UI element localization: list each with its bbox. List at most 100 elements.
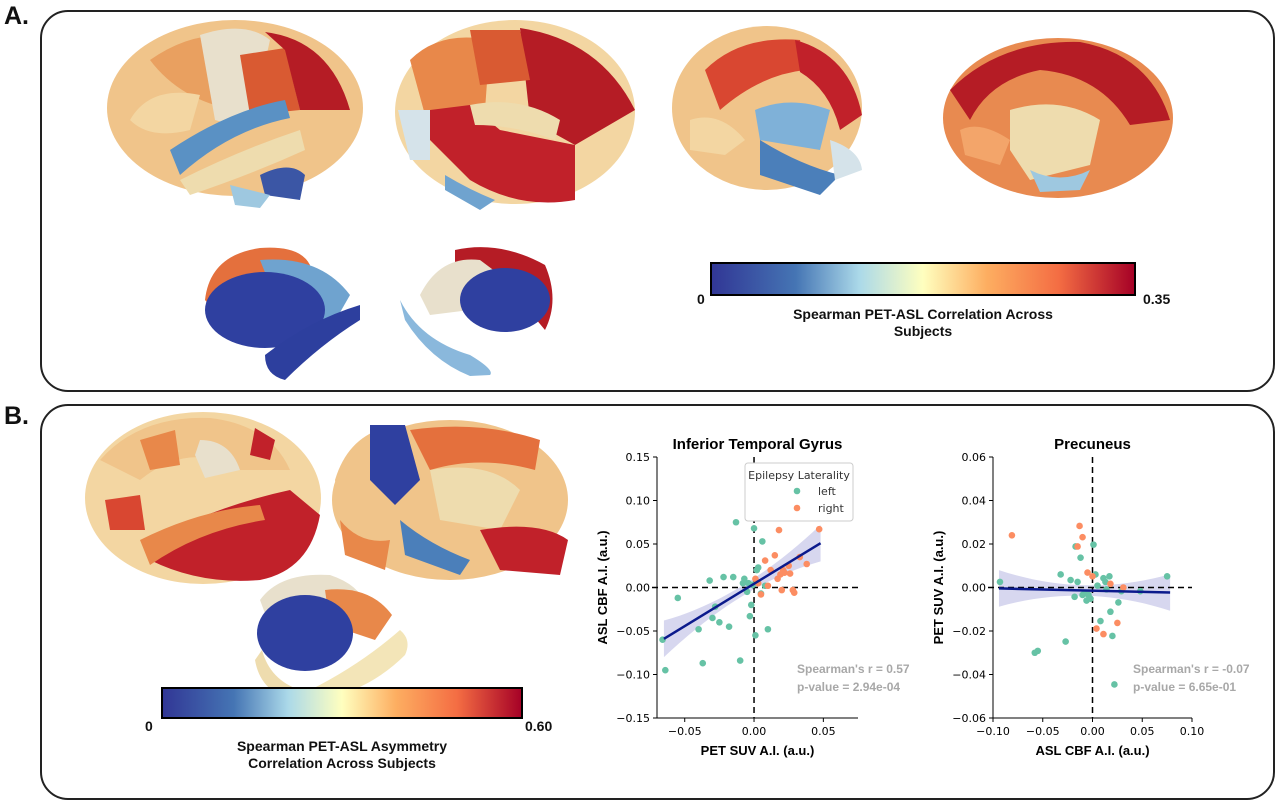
itg-point-right xyxy=(775,526,783,534)
prec-ytick-label: −0.04 xyxy=(952,669,986,682)
prec-stat-p: p-value = 6.65e-01 xyxy=(1133,680,1236,694)
colorbar-b-label: Spearman PET-ASL Asymmetry Correlation A… xyxy=(182,738,502,772)
itg-point-right xyxy=(786,570,794,577)
prec-xtick-label: −0.05 xyxy=(1026,725,1060,738)
itg-point-right xyxy=(778,586,786,594)
prec-point-left xyxy=(1057,571,1064,578)
itg-point-left xyxy=(725,623,733,630)
colorbar-b xyxy=(161,687,523,719)
prec-point-left xyxy=(1102,578,1109,586)
prec-ytick-label: 0.00 xyxy=(962,582,987,595)
brain-b-lateral xyxy=(85,412,321,584)
itg-stat-r: Spearman's r = 0.57 xyxy=(797,662,910,676)
prec-point-right xyxy=(1107,580,1114,588)
itg-legend-title: Epilepsy Laterality xyxy=(748,469,850,482)
itg-point-left xyxy=(720,573,727,581)
itg-point-left xyxy=(754,564,762,571)
itg-point-left xyxy=(752,632,759,639)
colorbar-b-min: 0 xyxy=(145,718,153,734)
itg-point-left xyxy=(709,614,716,622)
prec-point-left xyxy=(1067,576,1074,584)
prec-point-left xyxy=(1163,573,1171,580)
prec-point-right xyxy=(1100,630,1107,638)
colorbar-b-label-line1: Spearman PET-ASL Asymmetry xyxy=(236,738,448,754)
colorbar-a-max: 0.35 xyxy=(1143,291,1171,307)
itg-point-right xyxy=(761,557,769,564)
itg-legend-marker-left xyxy=(793,487,801,495)
itg-point-left xyxy=(699,659,707,667)
itg-xtick-label: −0.05 xyxy=(668,725,702,738)
brain-a-lateral-left xyxy=(107,20,363,208)
prec-point-right xyxy=(1093,625,1100,632)
itg-point-right xyxy=(764,582,772,590)
itg-point-left xyxy=(706,577,713,584)
itg-ytick-label: −0.05 xyxy=(616,625,650,638)
prec-ytick-label: −0.06 xyxy=(952,712,986,725)
prec-point-left xyxy=(1094,582,1101,589)
prec-point-left xyxy=(1077,554,1084,561)
itg-stat-p: p-value = 2.94e-04 xyxy=(797,680,900,694)
itg-point-left xyxy=(674,594,682,602)
itg-xtick-label: 0.00 xyxy=(742,725,767,738)
prec-point-left xyxy=(1074,578,1081,586)
itg-point-left xyxy=(747,601,755,609)
brain-b-ventral xyxy=(255,574,408,700)
prec-point-left xyxy=(996,578,1004,586)
itg-legend-label-left: left xyxy=(818,485,837,498)
prec-point-right xyxy=(1114,619,1121,627)
itg-point-left xyxy=(741,575,748,583)
colorbar-b-max: 0.60 xyxy=(525,718,553,734)
itg-title: Inferior Temporal Gyrus xyxy=(673,436,843,453)
prec-stat-r: Spearman's r = -0.07 xyxy=(1133,662,1250,676)
itg-ytick-label: −0.15 xyxy=(616,712,650,725)
itg-fit-line xyxy=(663,542,822,640)
itg-point-right xyxy=(781,569,788,577)
itg-point-right xyxy=(790,589,798,597)
prec-ytick-label: 0.06 xyxy=(962,451,987,464)
prec-ytick-label: 0.02 xyxy=(962,538,987,551)
itg-point-left xyxy=(750,525,758,532)
prec-title: Precuneus xyxy=(1054,436,1131,453)
prec-xtick-label: −0.10 xyxy=(976,725,1010,738)
itg-point-left xyxy=(759,538,766,545)
prec-point-right xyxy=(1079,533,1086,541)
itg-ytick-label: 0.05 xyxy=(626,538,651,551)
itg-point-left xyxy=(695,625,702,633)
itg-x-axis-label: PET SUV A.I. (a.u.) xyxy=(701,743,815,758)
prec-xtick-label: 0.00 xyxy=(1080,725,1105,738)
colorbar-a-min: 0 xyxy=(697,291,705,307)
prec-fit-line xyxy=(998,587,1171,594)
colorbar-a-label: Spearman PET-ASL Correlation Across Subj… xyxy=(723,306,1123,340)
prec-point-left xyxy=(1115,599,1122,606)
prec-ytick-label: −0.02 xyxy=(952,625,986,638)
colorbar-a-label-line1: Spearman PET-ASL Correlation Across xyxy=(793,306,1053,322)
itg-legend-label-right: right xyxy=(818,502,845,515)
prec-xtick-label: 0.05 xyxy=(1130,725,1155,738)
prec-point-left xyxy=(1071,593,1078,601)
prec-point-right xyxy=(1120,584,1127,591)
itg-point-left xyxy=(729,573,737,581)
brain-a-medial-right xyxy=(943,38,1173,198)
prec-ytick-label: 0.04 xyxy=(962,495,987,508)
brain-a-medial-left xyxy=(672,26,862,195)
prec-point-left xyxy=(1097,617,1104,625)
prec-point-left xyxy=(1062,638,1069,645)
prec-point-left xyxy=(1034,647,1042,655)
itg-point-right xyxy=(771,552,779,559)
prec-x-axis-label: ASL CBF A.I. (a.u.) xyxy=(1035,743,1149,758)
itg-point-right xyxy=(757,591,765,598)
itg-point-left xyxy=(764,625,772,633)
itg-legend-marker-right xyxy=(793,504,801,512)
brain-b-medial xyxy=(332,420,568,580)
colorbar-b-label-line2: Correlation Across Subjects xyxy=(248,755,436,771)
prec-point-right xyxy=(1076,522,1083,530)
colorbar-a xyxy=(710,262,1136,296)
prec-point-left xyxy=(1090,541,1097,548)
itg-xtick-label: 0.05 xyxy=(811,725,836,738)
prec-y-axis-label: PET SUV A.I. (a.u.) xyxy=(931,531,946,645)
brain-a-ventral-left xyxy=(205,247,360,380)
itg-point-left xyxy=(662,666,669,674)
itg-point-left xyxy=(732,518,740,526)
